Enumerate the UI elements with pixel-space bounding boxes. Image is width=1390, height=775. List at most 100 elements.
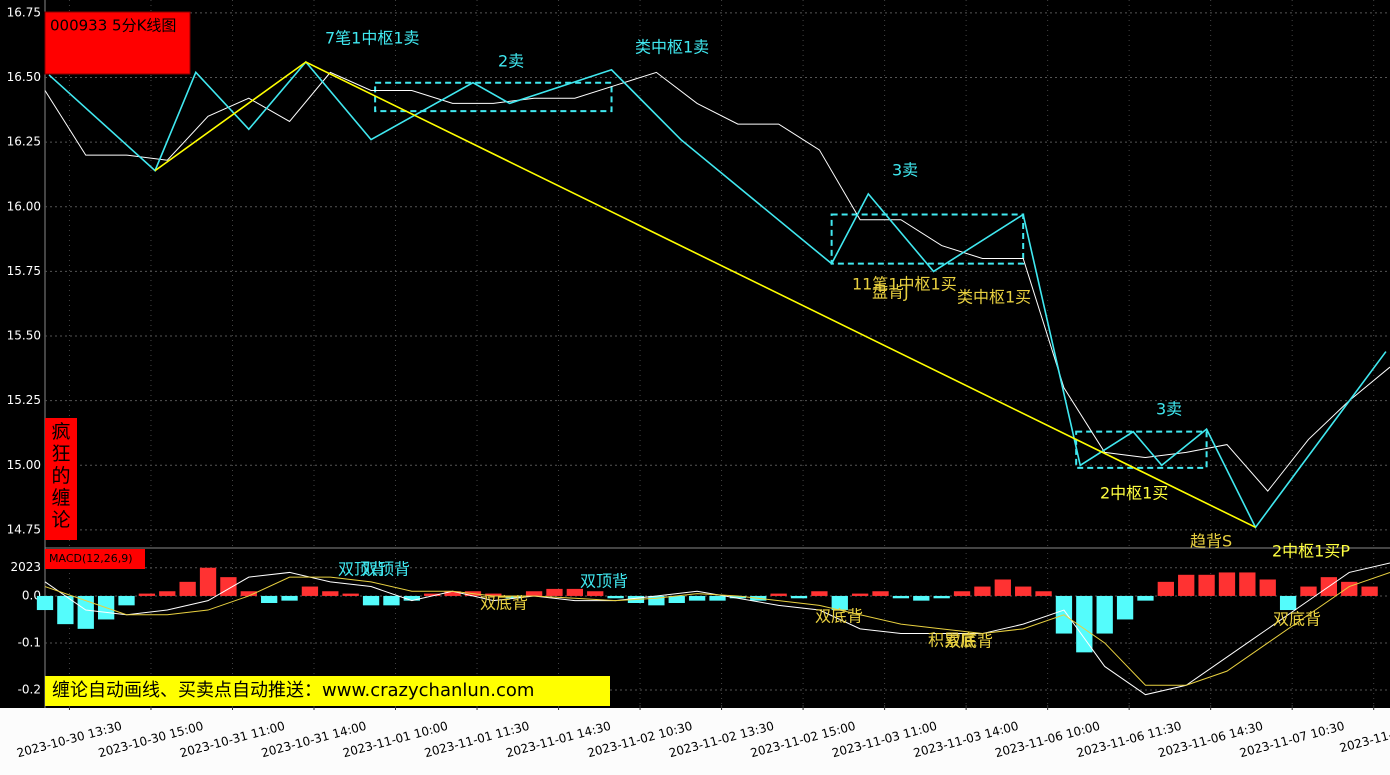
macd-bar (1300, 586, 1317, 596)
macd-bar (709, 595, 726, 601)
macd-bar (1198, 574, 1215, 596)
macd-bar (1015, 586, 1032, 596)
macd-bar (1361, 586, 1378, 596)
macd-bar (322, 591, 339, 596)
macd-bar (240, 591, 257, 596)
y-tick-label: 14.75 (7, 522, 41, 536)
macd-bar (994, 579, 1011, 596)
macd-bar (1096, 595, 1113, 634)
macd-bar (831, 595, 848, 611)
zhongshu-box (830, 213, 1025, 265)
x-axis-area (0, 708, 1390, 775)
macd-bar (648, 595, 665, 606)
annotation: 2中枢1买 (1100, 484, 1168, 503)
macd-bar (403, 595, 420, 601)
macd-bar (342, 593, 359, 596)
macd-bar (770, 593, 787, 596)
macd-bar (118, 595, 135, 606)
macd-box (45, 549, 145, 569)
macd-bar (587, 591, 604, 596)
y-tick-label: 16.75 (7, 5, 41, 19)
macd-bar (261, 595, 278, 603)
macd-bar (220, 577, 237, 596)
macd-bar (913, 595, 930, 601)
macd-bar (444, 591, 461, 596)
macd-bar (688, 595, 706, 601)
macd-bar (362, 595, 380, 606)
line-series (44, 71, 1390, 492)
annotation: 双底背 (1273, 610, 1321, 629)
macd-bar (1137, 595, 1154, 601)
macd-bar (485, 593, 502, 596)
line-series (48, 60, 1387, 529)
macd-bar (138, 593, 156, 596)
annotation: 双底背 (480, 594, 528, 613)
annotation: 11笔1中枢1买 (852, 275, 957, 294)
macd-bar (1157, 581, 1174, 596)
macd-bar (1076, 595, 1093, 653)
annotation: 类中枢1卖 (635, 38, 709, 57)
zhongshu-box (374, 81, 613, 113)
y-tick-label: 15.00 (7, 458, 41, 472)
macd-bar (974, 586, 991, 596)
annotation: 类中枢1买 (957, 288, 1031, 307)
annotation: 双顶背 (362, 560, 410, 579)
annotation: 2中枢1买P (1272, 542, 1350, 561)
y-tick-label: 2023 (10, 560, 41, 574)
y-tick-label: 16.25 (7, 135, 41, 149)
annotation: 双底背 (815, 607, 863, 626)
macd-bar (1259, 579, 1276, 596)
macd-bar (301, 586, 319, 596)
macd-bar (668, 595, 685, 603)
chart-title: 000933 5分K线图 (50, 17, 176, 35)
annotation: 双顶背 (338, 560, 386, 579)
macd-bar (159, 591, 176, 596)
macd-bar (281, 595, 298, 601)
macd-bar (953, 591, 971, 596)
macd-bar (424, 593, 441, 596)
annotation: 2卖 (498, 52, 524, 71)
banner-box (45, 676, 610, 706)
macd-bar (729, 595, 747, 599)
annotation: 3卖 (1156, 400, 1182, 419)
macd-bar (1218, 572, 1236, 596)
annotation: 双顶背 (580, 572, 628, 591)
macd-bar (933, 595, 950, 599)
macd-bar (872, 591, 889, 596)
side-box (45, 418, 77, 540)
line-series (44, 571, 1390, 686)
macd-bar (1239, 572, 1256, 596)
y-tick-label: 15.25 (7, 393, 41, 407)
macd-bar (852, 593, 869, 596)
y-tick-label: -0.2 (18, 682, 41, 696)
macd-bar (892, 595, 910, 599)
banner: 缠论自动画线、买卖点自动推送：www.crazychanlun.com (52, 680, 534, 701)
macd-bar (1279, 595, 1297, 611)
macd-bar (1178, 574, 1195, 596)
y-tick-label: 15.50 (7, 329, 41, 343)
y-tick-label: 0.0 (22, 588, 41, 602)
background (0, 0, 1390, 708)
macd-bar (1341, 581, 1358, 596)
macd-title: MACD(12,26,9) (49, 552, 133, 565)
macd-bar (77, 595, 94, 629)
macd-bar (199, 567, 217, 596)
macd-bar (57, 595, 74, 625)
macd-bar (383, 595, 400, 606)
macd-bar (1116, 595, 1134, 620)
annotation: 双底背 (945, 632, 993, 651)
y-tick-label: 16.50 (7, 70, 41, 84)
annotation: 积累底 (928, 631, 976, 650)
macd-bar (566, 588, 583, 596)
line-series (154, 61, 1256, 529)
macd-bar (790, 595, 808, 599)
macd-bar (546, 588, 563, 596)
macd-bar (607, 595, 624, 599)
y-tick-label: 15.75 (7, 264, 41, 278)
macd-bar (36, 595, 54, 611)
annotation: 趋背S (1190, 532, 1232, 551)
y-tick-label: 16.00 (7, 199, 41, 213)
macd-bar (811, 591, 828, 596)
title-box (44, 11, 191, 75)
